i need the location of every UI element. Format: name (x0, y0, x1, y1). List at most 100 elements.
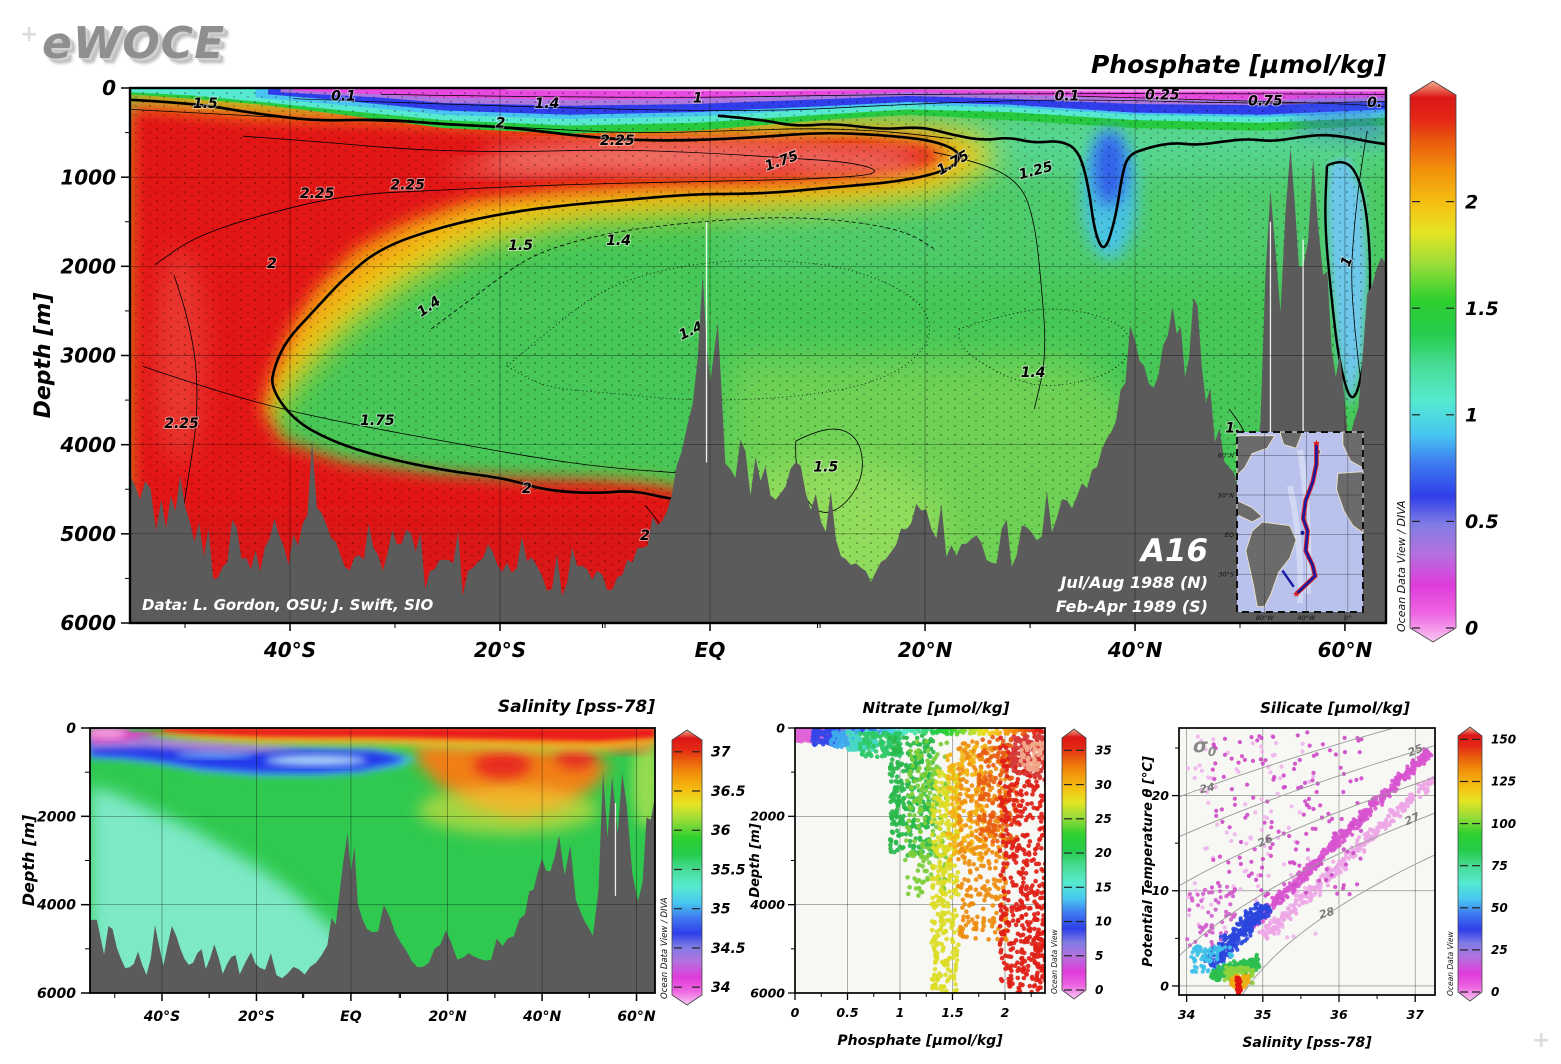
svg-text:30°S: 30°S (1218, 571, 1234, 579)
svg-text:0.25: 0.25 (1145, 87, 1180, 103)
axes: 0 0.5 1 1.5 2 0 2000 4000 6000 (749, 720, 1032, 1020)
svg-text:EQ: EQ (1225, 531, 1234, 539)
svg-text:5000: 5000 (60, 522, 116, 546)
topography (90, 771, 655, 993)
svg-text:20°N: 20°N (429, 1009, 467, 1025)
registration-cross: + (1532, 1028, 1551, 1053)
svg-text:6000: 6000 (750, 985, 785, 1000)
svg-text:40°N: 40°N (522, 1009, 561, 1025)
svg-text:0: 0 (1095, 983, 1103, 997)
axes: 40°S 20°S EQ 20°N 40°N 60°N 0 1000 2000 3000 4000 5… (59, 76, 1372, 662)
svg-text:20: 20 (1095, 846, 1112, 860)
y-axis-label: Depth [m] (748, 823, 763, 897)
svg-text:3000: 3000 (60, 344, 116, 368)
svg-text:25: 25 (1095, 812, 1112, 826)
svg-text:1: 1 (693, 91, 703, 107)
svg-text:30: 30 (1095, 778, 1112, 792)
y-axis-label: Depth [m] (19, 814, 38, 906)
cruise-label: A16 (1140, 533, 1208, 569)
svg-text:2000: 2000 (750, 809, 785, 824)
colorbar: 34 34.5 35 35.5 36 36.5 37 Ocean Data View / DI… (660, 729, 745, 1006)
svg-text:5: 5 (1095, 949, 1103, 963)
svg-text:1.5: 1.5 (813, 460, 838, 476)
svg-text:80°W: 80°W (1256, 614, 1275, 622)
svg-text:20°S: 20°S (238, 1009, 275, 1025)
svg-text:10: 10 (1152, 883, 1170, 898)
ewoce-logo: eWOCE (42, 18, 226, 69)
svg-text:1.5: 1.5 (193, 96, 218, 112)
scatter-points (795, 728, 1045, 993)
svg-text:2.25: 2.25 (390, 178, 425, 194)
svg-text:10: 10 (1095, 915, 1112, 929)
axes: 34 35 36 37 0 10 20 (1152, 747, 1424, 1022)
svg-text:0.5: 0.5 (836, 1005, 858, 1020)
svg-text:1: 1 (896, 1005, 905, 1020)
svg-text:Ocean Data View / DIVA: Ocean Data View / DIVA (1395, 500, 1408, 632)
svg-text:36: 36 (711, 823, 731, 839)
cruise-date-south: Feb-Apr 1989 (S) (1055, 597, 1208, 616)
isopycnal-contours (1179, 728, 1435, 995)
svg-text:40°W: 40°W (1297, 614, 1316, 622)
axes: 40°S 20°S EQ 20°N 40°N 60°N 0 2000 4000 6000 (36, 721, 656, 1025)
track-endpoint-star: ★ (1292, 590, 1300, 600)
svg-text:1.5: 1.5 (1465, 298, 1499, 320)
svg-text:2.25: 2.25 (300, 186, 335, 202)
inset-map: 60°N 30°N EQ 30°S 80°W 40°W 0° ★ ★ (1218, 431, 1364, 622)
svg-text:2: 2 (522, 481, 532, 497)
svg-text:1.5: 1.5 (508, 238, 533, 254)
colorbar: 0 5 10 15 20 25 30 35 Ocean Data View (1050, 728, 1112, 1000)
svg-text:4000: 4000 (59, 433, 116, 457)
svg-text:30°N: 30°N (1218, 491, 1235, 499)
svg-text:4000: 4000 (749, 897, 785, 912)
svg-text:6000: 6000 (37, 986, 76, 1002)
svg-text:Ocean Data View: Ocean Data View (1050, 929, 1059, 994)
svg-text:36.5: 36.5 (711, 784, 745, 800)
plot-frame (1178, 727, 1436, 996)
svg-text:60°N: 60°N (1218, 452, 1235, 460)
svg-text:1.4: 1.4 (1021, 365, 1046, 381)
svg-text:0: 0 (1465, 618, 1478, 640)
svg-text:34: 34 (711, 980, 730, 996)
svg-text:2000: 2000 (60, 255, 116, 279)
svg-text:0: 0 (66, 721, 76, 737)
svg-text:35: 35 (1095, 744, 1112, 758)
svg-text:1: 1 (1465, 404, 1478, 426)
registration-cross: + (20, 22, 39, 47)
x-axis-label: Salinity [pss-78] (1242, 1035, 1372, 1051)
svg-text:20°S: 20°S (474, 638, 526, 662)
svg-text:4000: 4000 (36, 898, 76, 914)
svg-text:6000: 6000 (60, 611, 116, 635)
svg-text:1.4: 1.4 (535, 96, 560, 112)
svg-text:0°: 0° (1344, 614, 1351, 622)
salinity-section-panel: 40°S 20°S EQ 20°N 40°N 60°N 0 2000 4000 6000 Depth… (19, 721, 745, 1025)
svg-text:0: 0 (1160, 978, 1169, 993)
svg-text:0.1: 0.1 (1055, 88, 1080, 104)
svg-text:2: 2 (496, 116, 506, 132)
svg-text:EQ: EQ (695, 638, 726, 662)
svg-text:0.1: 0.1 (331, 88, 356, 104)
svg-text:0: 0 (776, 720, 785, 735)
gridlines (130, 88, 1386, 623)
svg-text:37: 37 (1406, 1007, 1424, 1022)
svg-text:EQ: EQ (340, 1009, 362, 1025)
svg-text:Ocean Data View / DIVA: Ocean Data View / DIVA (660, 897, 670, 999)
svg-text:40°S: 40°S (143, 1009, 181, 1025)
phosphate-title: Phosphate [µmol/kg] (1090, 50, 1386, 79)
svg-text:2: 2 (267, 256, 277, 272)
colorbar: 0 0.5 1 1.5 2 Ocean Data View / DIVA (1395, 80, 1499, 643)
track-endpoint-star: ★ (1312, 439, 1320, 449)
silicate-title: Silicate [µmol/kg] (1260, 699, 1410, 717)
scatter-points (1185, 730, 1435, 995)
salinity-title: Salinity [pss-78] (497, 697, 655, 717)
phosphate-section-panel: 1.5 0.1 2 1.4 1 2.25 1.75 0.1 0.25 0.75 0. 2.25 2.25… (31, 76, 1499, 662)
svg-text:0.75: 0.75 (1248, 94, 1283, 110)
svg-text:0: 0 (791, 1005, 800, 1020)
plot-frame (794, 727, 1046, 994)
svg-text:60°N: 60°N (617, 1009, 655, 1025)
data-credit: Data: L. Gordon, OSU; J. Swift, SIO (142, 596, 434, 614)
svg-text:20°N: 20°N (898, 638, 953, 662)
svg-text:0: 0 (102, 76, 116, 100)
